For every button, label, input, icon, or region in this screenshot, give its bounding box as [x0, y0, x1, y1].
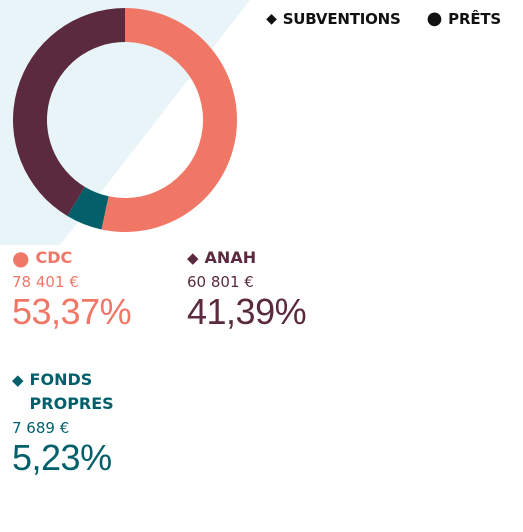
card-cdc-amount: 78 401 € — [12, 273, 79, 291]
card-anah-amount: 60 801 € — [187, 273, 254, 291]
card-fonds-propres-percent: 5,23% — [12, 437, 112, 478]
circle-icon: ● — [12, 246, 30, 270]
donut-slice-fonds-propres — [67, 186, 109, 230]
card-anah-name: ANAH — [204, 248, 257, 267]
card-fonds-propres-name: FONDS PROPRES — [29, 370, 114, 413]
card-fonds-propres-title: ◆ FONDS PROPRES — [12, 368, 132, 416]
diamond-icon: ◆ — [266, 11, 277, 27]
diamond-icon: ◆ — [12, 371, 24, 389]
donut-chart — [13, 8, 237, 232]
card-anah-percent: 41,39% — [187, 291, 307, 332]
card-cdc-title: ● CDC — [12, 246, 182, 270]
legend-item-subventions: ◆ SUBVENTIONS — [266, 10, 401, 28]
legend-label-prets: PRÊTS — [448, 10, 501, 28]
card-cdc-name: CDC — [35, 248, 73, 267]
card-anah: ◆ ANAH 60 801 € 41,39% — [187, 246, 357, 332]
legend-item-prets: ● PRÊTS — [426, 8, 502, 29]
legend-label-subventions: SUBVENTIONS — [282, 10, 401, 28]
donut-slice-cdc — [101, 8, 237, 232]
card-cdc-percent: 53,37% — [12, 291, 132, 332]
diamond-icon: ◆ — [187, 249, 199, 267]
card-anah-title: ◆ ANAH — [187, 246, 357, 270]
donut-slice-anah — [13, 8, 126, 217]
card-fonds-propres-amount: 7 689 € — [12, 419, 70, 437]
card-fonds-propres: ◆ FONDS PROPRES 7 689 € 5,23% — [12, 368, 132, 478]
legend: ◆ SUBVENTIONS ● PRÊTS — [266, 8, 502, 29]
circle-icon: ● — [426, 8, 443, 29]
card-cdc: ● CDC 78 401 € 53,37% — [12, 246, 182, 332]
